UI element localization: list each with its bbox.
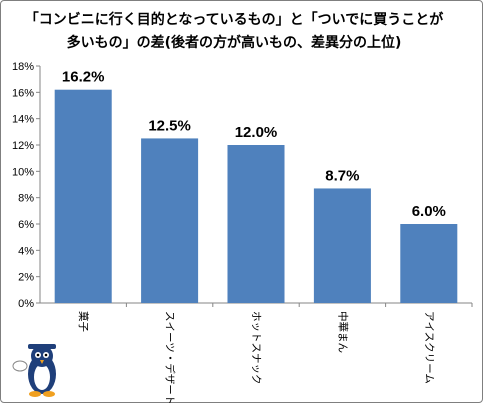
penguin-mascot-icon xyxy=(12,344,56,397)
y-tick-label: 10% xyxy=(12,166,34,178)
category-label: アイスクリーム xyxy=(423,311,435,384)
bar xyxy=(54,89,112,303)
y-tick-label: 4% xyxy=(18,245,34,257)
y-tick-label: 16% xyxy=(12,87,34,99)
y-tick-label: 0% xyxy=(18,298,34,310)
chart-title-line-1: 「コンビニに行く目的となっているもの」と「ついでに買うことが xyxy=(25,11,444,28)
category-label: ホットスナック xyxy=(250,311,262,385)
bar xyxy=(400,224,458,303)
category-label: 中華まん xyxy=(336,311,349,353)
y-axis: 0% 2% 4% 6% 8% 10% 12% 14% 16% 18% xyxy=(12,61,473,310)
bar xyxy=(313,188,371,303)
category-label: スイーツ・デザート xyxy=(164,311,177,403)
data-label: 16.2% xyxy=(62,69,105,86)
bar xyxy=(227,145,285,303)
chart-title-line-2: 多いもの」の差(後者の方が高いもの、差異分の上位) xyxy=(67,34,402,51)
bars-group xyxy=(54,89,458,303)
y-tick-label: 6% xyxy=(18,219,34,231)
y-tick-label: 2% xyxy=(18,272,34,284)
data-label: 8.7% xyxy=(325,167,359,184)
data-label: 6.0% xyxy=(412,203,446,220)
category-label: 菓子 xyxy=(77,311,89,332)
y-tick-label: 14% xyxy=(12,114,34,126)
category-labels-group: 菓子 スイーツ・デザート ホットスナック 中華まん アイスクリーム xyxy=(77,311,435,403)
data-label: 12.0% xyxy=(235,124,278,141)
data-labels-group: 16.2% 12.5% 12.0% 8.7% 6.0% xyxy=(62,69,446,220)
data-label: 12.5% xyxy=(148,117,191,134)
bar xyxy=(141,138,199,303)
y-tick-label: 12% xyxy=(12,140,34,152)
y-tick-label: 18% xyxy=(12,61,34,73)
y-tick-label: 8% xyxy=(18,193,34,205)
